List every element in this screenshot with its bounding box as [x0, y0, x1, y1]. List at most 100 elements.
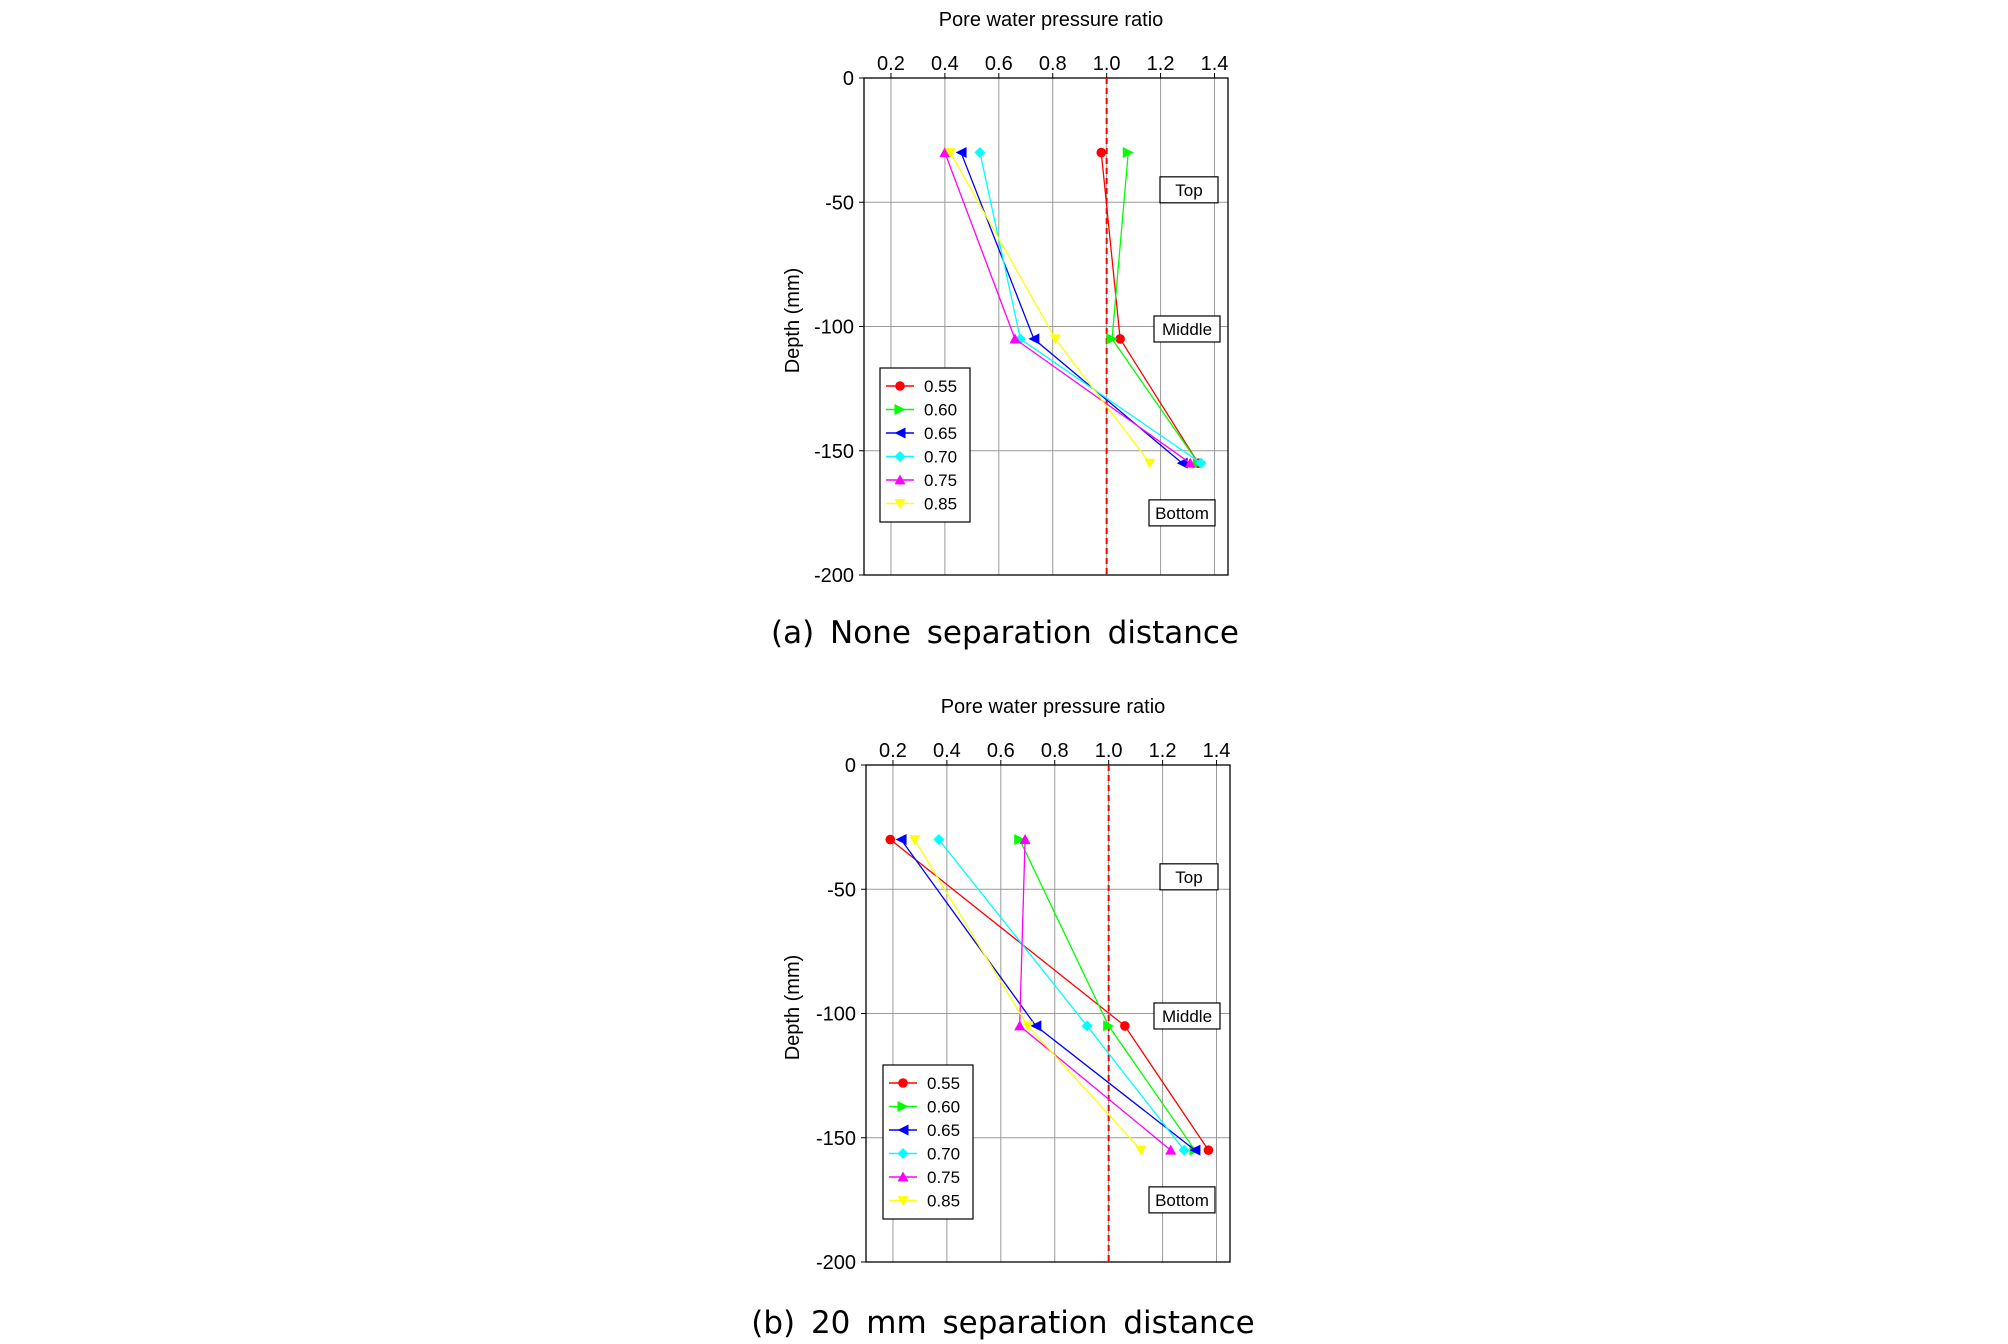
data-point-0.65	[1030, 1020, 1042, 1032]
annotation-top: Top	[1175, 181, 1202, 200]
data-point-0.65	[1189, 1144, 1201, 1156]
annotation-middle: Middle	[1162, 1007, 1212, 1026]
y-tick-label: -100	[816, 1004, 856, 1026]
data-point-0.85	[1049, 334, 1061, 345]
y-tick-label: -100	[814, 317, 854, 339]
x-tick-label: 0.4	[931, 53, 959, 75]
x-tick-label: 1.2	[1149, 740, 1177, 762]
x-tick-label: 0.6	[987, 740, 1015, 762]
data-point-0.65	[1028, 333, 1040, 345]
legend-marker-0.70	[894, 451, 906, 462]
x-tick-label: 0.6	[985, 53, 1013, 75]
panel-b: 0.2 0.4 0.6 0.8 1.0 1.2 1.4 0 -50 -100 -150 -200 Por…	[782, 696, 1231, 1274]
legend-marker-0.55	[898, 1078, 908, 1088]
annotation-box-top	[1159, 863, 1219, 891]
data-point-0.75	[1009, 333, 1021, 344]
x-tick-label: 1.0	[1093, 53, 1121, 75]
legend-label-0.75: 0.75	[924, 471, 957, 490]
caption-b: (b) 20 mm separation distance	[751, 1305, 1255, 1341]
series-line-0.75	[944, 152, 1191, 464]
legend-label-0.85: 0.85	[924, 495, 957, 514]
legend-label-0.65: 0.65	[924, 424, 957, 443]
legend-marker-0.55	[895, 381, 905, 391]
data-point-0.55	[885, 834, 896, 845]
legend-label-0.60: 0.60	[924, 401, 957, 420]
x-tick-label: 1.2	[1147, 53, 1175, 75]
y-tick-label: -150	[814, 441, 854, 463]
legend-marker-0.75	[894, 474, 906, 485]
data-point-0.85	[1135, 1145, 1147, 1156]
data-point-0.60	[1106, 333, 1118, 345]
x-tick-label: 0.2	[879, 740, 907, 762]
data-point-0.85	[1022, 1021, 1034, 1032]
x-axis-label: Pore water pressure ratio	[941, 696, 1166, 718]
annotation-box-bottom	[1148, 1186, 1216, 1214]
annotation-box-top	[1159, 176, 1219, 204]
data-point-0.60	[1014, 834, 1026, 846]
x-tick-label: 0.4	[933, 740, 961, 762]
data-point-0.65	[955, 147, 967, 159]
y-tick-label: -150	[816, 1128, 856, 1150]
x-tick-label: 0.8	[1039, 53, 1067, 75]
annotation-box-middle	[1153, 315, 1221, 343]
data-point-0.65	[1176, 457, 1188, 469]
x-tick-label: 1.0	[1095, 740, 1123, 762]
data-point-0.75	[939, 147, 951, 157]
data-point-0.75	[1014, 1020, 1026, 1031]
x-axis-label: Pore water pressure ratio	[939, 9, 1164, 31]
x-tick-label: 0.2	[877, 53, 905, 75]
legend-marker-0.70	[897, 1148, 909, 1159]
panel-a: 0.2 0.4 0.6 0.8 1.0 1.2 1.4 0 -50 -100 -150 -200 Por…	[782, 9, 1229, 587]
legend-marker-0.85	[897, 1196, 909, 1206]
legend-label-0.70: 0.70	[924, 448, 957, 467]
x-tick-label: 1.4	[1201, 53, 1229, 75]
legend-label-0.70: 0.70	[927, 1145, 960, 1164]
annotation-box-middle	[1153, 1002, 1221, 1030]
y-axis-label: Depth (mm)	[782, 268, 804, 374]
data-point-0.55	[1115, 334, 1125, 344]
data-point-0.85	[944, 148, 956, 159]
data-point-0.75	[1019, 834, 1031, 844]
data-point-0.55	[1120, 1021, 1130, 1031]
legend-marker-0.85	[894, 499, 906, 509]
data-point-0.85	[909, 835, 921, 846]
series-line-0.70	[938, 839, 1185, 1151]
annotation-middle: Middle	[1162, 320, 1212, 339]
annotation-bottom: Bottom	[1155, 504, 1209, 523]
series-line-0.65	[960, 152, 1183, 464]
caption-a: (a) None separation distance	[771, 615, 1239, 651]
legend-marker-0.60	[897, 1101, 909, 1112]
legend-marker-0.60	[894, 404, 906, 415]
y-tick-label: -200	[814, 565, 854, 587]
legend-label-0.65: 0.65	[927, 1121, 960, 1140]
data-point-0.60	[1103, 1020, 1115, 1032]
x-tick-label: 1.4	[1203, 740, 1231, 762]
x-tick-label: 0.8	[1041, 740, 1069, 762]
data-point-0.75	[1184, 457, 1196, 468]
annotation-box-bottom	[1148, 499, 1216, 527]
y-tick-label: 0	[845, 755, 856, 777]
data-point-0.55	[1096, 147, 1107, 158]
legend-marker-0.65	[894, 427, 906, 439]
data-point-0.65	[895, 834, 907, 846]
data-point-0.70	[974, 147, 986, 159]
y-tick-label: 0	[843, 68, 854, 90]
legend-label-0.75: 0.75	[927, 1168, 960, 1187]
y-tick-label: -200	[816, 1252, 856, 1274]
data-point-0.60	[1122, 147, 1134, 159]
data-point-0.70	[933, 834, 945, 846]
series-line-0.85	[949, 152, 1151, 464]
data-point-0.70	[1178, 1144, 1190, 1156]
data-point-0.75	[1165, 1144, 1177, 1155]
data-point-0.70	[1195, 457, 1207, 469]
legend	[882, 1064, 974, 1220]
legend	[879, 367, 971, 523]
annotation-top: Top	[1175, 868, 1202, 887]
annotation-bottom: Bottom	[1155, 1191, 1209, 1210]
legend-label-0.55: 0.55	[924, 377, 957, 396]
data-point-0.55	[1203, 1145, 1214, 1155]
legend-label-0.55: 0.55	[927, 1074, 960, 1093]
y-tick-label: -50	[827, 879, 856, 901]
legend-label-0.85: 0.85	[927, 1192, 960, 1211]
